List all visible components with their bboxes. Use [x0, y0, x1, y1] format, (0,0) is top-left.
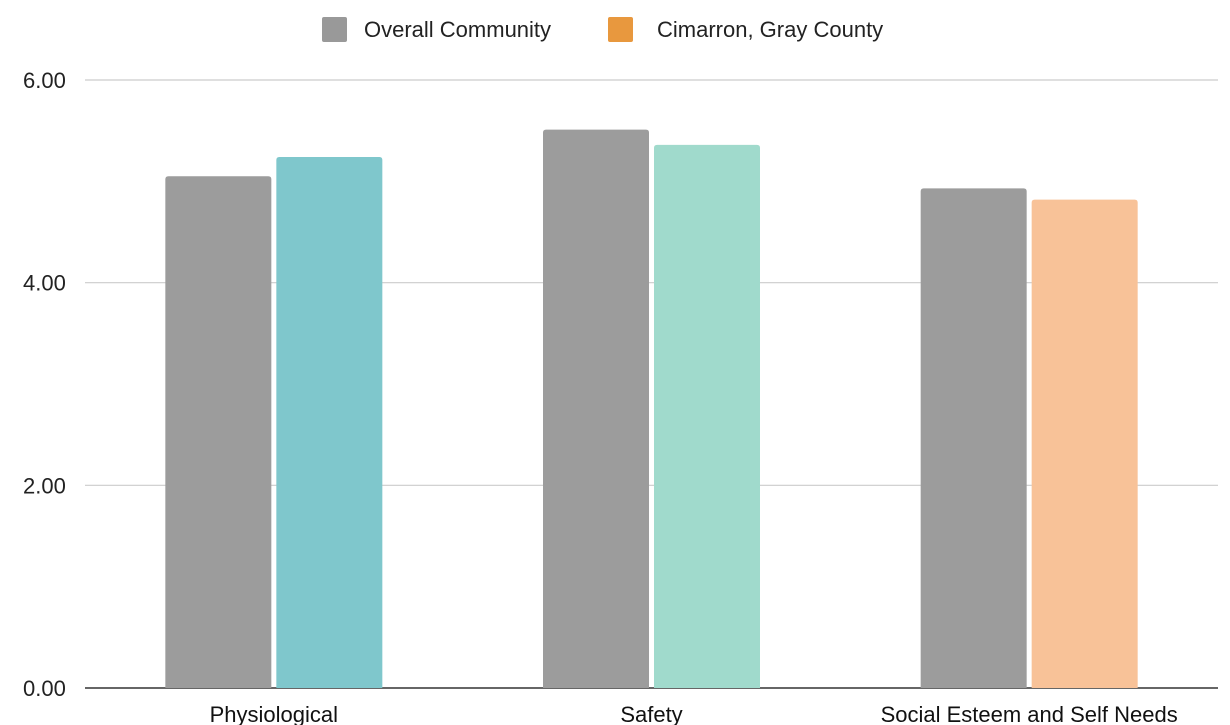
x-category-label: Safety [620, 702, 682, 725]
x-axis-categories: Physiological Safety Social Esteem and Sel… [210, 702, 1178, 725]
y-tick-label: 2.00 [23, 473, 66, 498]
legend-swatch-cimarron-gray-county [608, 17, 633, 42]
legend: Overall Community Cimarron, Gray County [322, 17, 883, 42]
y-axis-ticks: 0.00 2.00 4.00 6.00 [23, 68, 66, 701]
bar-overall-community-social-esteem-and-self-needs [920, 188, 1027, 688]
bar-overall-community-safety [543, 129, 649, 689]
y-tick-label: 6.00 [23, 68, 66, 93]
bar-cimarron-gray-county-safety [654, 144, 760, 688]
x-category-label: Physiological [210, 702, 338, 725]
bar-overall-community-physiological [165, 176, 272, 688]
y-tick-label: 4.00 [23, 271, 66, 296]
gridlines [85, 79, 1218, 689]
legend-label-cimarron-gray-county: Cimarron, Gray County [657, 17, 883, 42]
bar-cimarron-gray-county-social-esteem-and-self-needs [1031, 199, 1138, 688]
x-category-label: Social Esteem and Self Needs [881, 702, 1178, 725]
y-tick-label: 0.00 [23, 676, 66, 701]
bars [165, 129, 1138, 689]
legend-label-overall-community: Overall Community [364, 17, 551, 42]
legend-swatch-overall-community [322, 17, 347, 42]
bar-cimarron-gray-county-physiological [276, 157, 383, 689]
